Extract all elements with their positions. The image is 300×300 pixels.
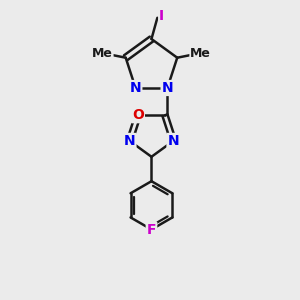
- Text: I: I: [159, 9, 164, 23]
- Text: N: N: [130, 81, 141, 95]
- Text: F: F: [147, 223, 156, 236]
- Text: Me: Me: [190, 47, 211, 60]
- Text: O: O: [132, 108, 144, 122]
- Text: Me: Me: [92, 47, 112, 60]
- Text: N: N: [124, 134, 135, 148]
- Text: N: N: [167, 134, 179, 148]
- Text: N: N: [162, 81, 173, 95]
